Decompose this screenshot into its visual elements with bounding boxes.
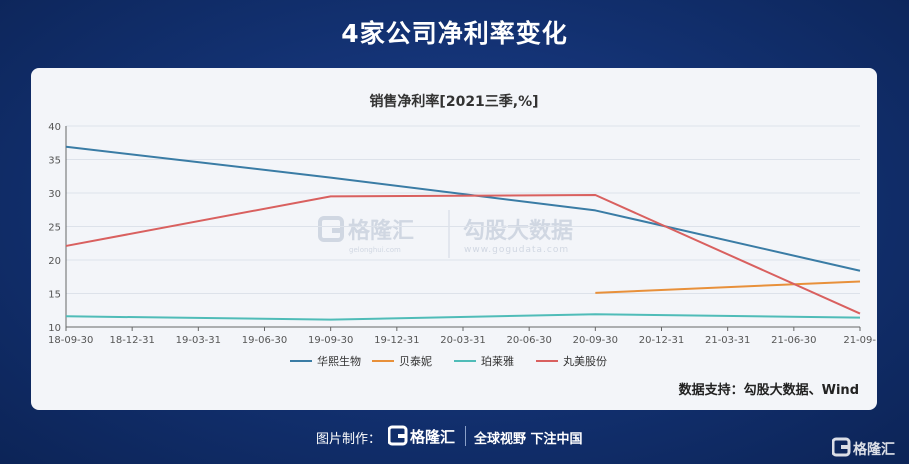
x-tick-label: 18-09-30 (48, 335, 93, 346)
footer: 图片制作： 格隆汇 全球视野 下注中国 (0, 424, 909, 452)
series-lines (65, 145, 861, 321)
chart-card: 格隆汇 gelonghui.com 勾股大数据 www.gogudata.com… (31, 68, 877, 410)
x-tick-label: 20-06-30 (506, 335, 551, 346)
data-source: 数据支持：勾股大数据、Wind (678, 383, 859, 398)
y-tick-label: 15 (48, 290, 61, 301)
y-tick-label: 30 (48, 189, 61, 200)
legend: 华熙生物 贝泰妮 珀莱雅 丸美股份 (290, 354, 607, 368)
line-chart: 格隆汇 gelonghui.com 勾股大数据 www.gogudata.com… (48, 93, 876, 368)
legend-item[interactable]: 丸美股份 (536, 355, 607, 368)
grid (66, 125, 860, 294)
series-line-珀莱雅 (65, 313, 861, 321)
y-axis: 10 15 20 25 30 35 40 (48, 122, 67, 334)
gelonghui-logo-icon (318, 216, 344, 242)
x-tick-label: 18-12-31 (109, 335, 154, 346)
legend-label: 华熙生物 (317, 354, 361, 368)
x-tick-label: 21-06-30 (771, 335, 816, 346)
watermark-brand: 格隆汇 (348, 218, 414, 244)
y-tick-label: 25 (48, 223, 61, 234)
gelonghui-logo-icon (388, 425, 408, 446)
footer-label: 图片制作： (316, 432, 382, 447)
chart-title: 销售净利率[2021三季,%] (369, 93, 538, 110)
x-tick-label: 21-09- (843, 335, 876, 346)
watermark: 格隆汇 gelonghui.com 勾股大数据 www.gogudata.com (318, 210, 573, 258)
gelonghui-logo: 格隆汇 (388, 425, 455, 446)
x-tick-label: 21-03-31 (705, 335, 750, 346)
x-tick-label: 19-12-31 (374, 335, 419, 346)
x-tick-label: 19-03-31 (176, 335, 221, 346)
x-axis: 18-09-30 18-12-31 19-03-31 19-06-30 19-09-30… (48, 326, 876, 346)
x-tick-label: 19-06-30 (242, 335, 287, 346)
y-tick-label: 35 (48, 156, 61, 167)
page-title: 4家公司净利率变化 (341, 19, 568, 48)
gelonghui-logo-icon (832, 437, 851, 457)
legend-label: 珀莱雅 (481, 354, 514, 368)
footer-brand: 格隆汇 (410, 428, 455, 446)
series-line-丸美股份 (65, 194, 861, 315)
series-line-贝泰妮 (595, 280, 861, 294)
series-line-华熙生物 (65, 145, 861, 272)
legend-item[interactable]: 珀莱雅 (454, 354, 514, 368)
watermark-partner-site: www.gogudata.com (464, 245, 569, 255)
y-tick-label: 10 (48, 323, 61, 334)
x-tick-label: 20-03-31 (440, 335, 485, 346)
corner-logo: 格隆汇 (832, 437, 895, 458)
x-tick-label: 19-09-30 (308, 335, 353, 346)
footer-divider (465, 426, 466, 446)
watermark-partner: 勾股大数据 (463, 218, 573, 244)
corner-brand: 格隆汇 (853, 441, 895, 458)
footer-slogan: 全球视野 下注中国 (474, 432, 583, 447)
y-tick-label: 20 (48, 256, 61, 267)
watermark-brand-site: gelonghui.com (349, 246, 401, 254)
x-tick-label: 20-09-30 (573, 335, 618, 346)
legend-item[interactable]: 贝泰妮 (372, 354, 432, 368)
x-tick-label: 20-12-31 (639, 335, 684, 346)
legend-label: 贝泰妮 (399, 354, 432, 368)
legend-item[interactable]: 华熙生物 (290, 354, 361, 368)
y-tick-label: 40 (48, 122, 61, 133)
legend-label: 丸美股份 (563, 355, 607, 368)
